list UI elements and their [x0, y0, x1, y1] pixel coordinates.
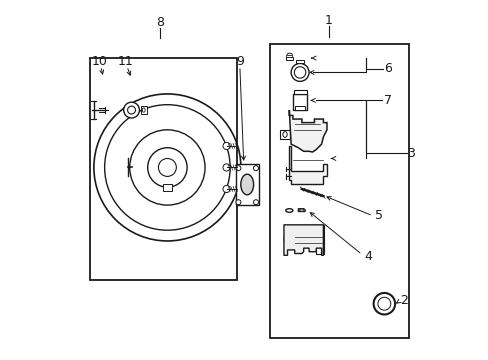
Circle shape	[235, 200, 241, 205]
Bar	[295, 60, 304, 63]
Bar	[293, 90, 306, 94]
Bar	[295, 107, 304, 110]
Ellipse shape	[282, 132, 286, 137]
Ellipse shape	[142, 108, 145, 112]
Text: 7: 7	[383, 94, 391, 107]
Bar	[280, 130, 289, 139]
Text: 1: 1	[324, 14, 332, 27]
Bar	[235, 164, 258, 205]
Text: 5: 5	[374, 210, 382, 222]
Circle shape	[373, 293, 394, 315]
Text: 11: 11	[117, 55, 133, 68]
Polygon shape	[298, 209, 305, 212]
Circle shape	[253, 166, 258, 171]
Circle shape	[316, 232, 323, 239]
Ellipse shape	[299, 209, 304, 211]
Text: 3: 3	[407, 147, 414, 159]
Text: 10: 10	[91, 55, 107, 68]
Bar	[316, 225, 324, 253]
Circle shape	[290, 63, 308, 81]
Text: 8: 8	[156, 16, 164, 29]
Text: 4: 4	[364, 250, 371, 263]
Bar	[163, 184, 171, 191]
Bar	[286, 55, 291, 57]
Polygon shape	[289, 146, 326, 184]
Bar	[90, 58, 237, 280]
Circle shape	[284, 232, 298, 246]
Circle shape	[147, 148, 187, 187]
Circle shape	[223, 185, 230, 193]
Circle shape	[253, 200, 258, 205]
Bar	[285, 57, 292, 60]
Circle shape	[123, 102, 139, 118]
Polygon shape	[289, 110, 326, 152]
Circle shape	[223, 164, 230, 171]
Bar	[292, 94, 306, 110]
Text: 9: 9	[235, 55, 244, 68]
Circle shape	[377, 297, 390, 310]
Text: 6: 6	[383, 62, 391, 75]
Text: 2: 2	[399, 294, 407, 307]
Circle shape	[235, 166, 241, 171]
Circle shape	[127, 106, 135, 114]
Bar	[269, 44, 408, 338]
Polygon shape	[284, 225, 323, 255]
Bar	[140, 106, 147, 114]
Circle shape	[294, 67, 305, 78]
Ellipse shape	[285, 209, 292, 212]
Circle shape	[223, 142, 230, 149]
Ellipse shape	[240, 174, 253, 195]
Circle shape	[158, 158, 176, 176]
